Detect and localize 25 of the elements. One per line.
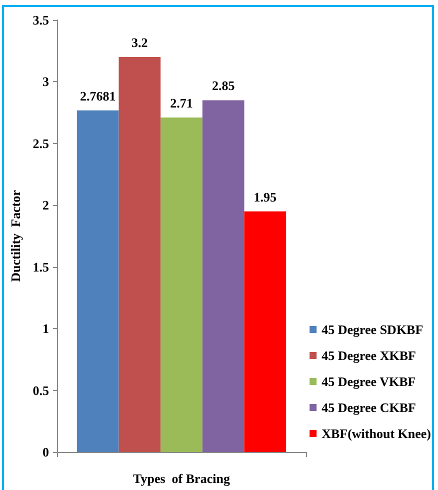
data-label: 2.85 [212,78,236,94]
y-tick-label: 3 [42,74,50,90]
y-tick-label: 1.5 [32,259,50,274]
y-tick-label: 0.5 [32,382,50,398]
y-tick-label: 0 [42,444,49,460]
data-label: 2.7681 [80,88,116,104]
bar [244,211,286,452]
data-label: 1.95 [254,189,278,204]
bar [160,118,202,452]
y-tick-label: 2.5 [32,136,50,151]
legend-label: 45 Degree VKBF [322,374,416,389]
y-tick-label: 1 [42,321,49,336]
legend-label: 45 Degree CKBF [322,400,416,415]
data-label: 3.2 [132,35,148,50]
y-tick-label: 3.5 [32,12,50,28]
legend-label: 45 Degree SDKBF [322,322,424,337]
data-label: 2.71 [170,96,193,111]
y-tick-label: 2 [42,198,49,213]
legend-label: XBF(without Knee) [322,426,432,441]
bar [76,110,119,452]
bar [202,100,244,452]
bar [118,57,161,452]
legend-label: 45 Degree XKBF [322,348,416,363]
x-axis-title: Types of Bracing [133,471,230,486]
y-axis-title: Ductility Factor [8,190,23,282]
